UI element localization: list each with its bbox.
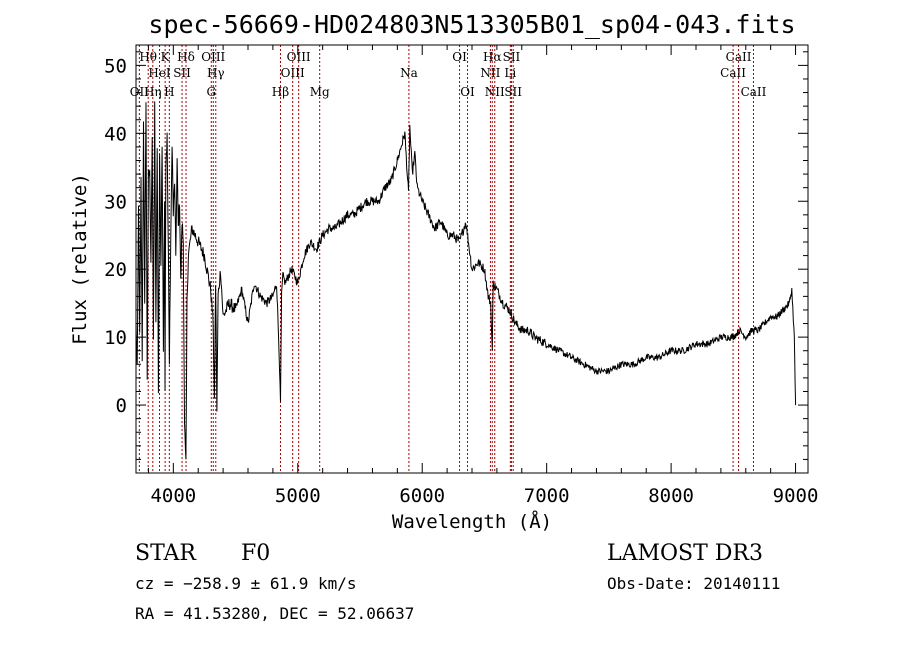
- survey-name: LAMOST DR3: [607, 541, 763, 566]
- x-tick-label: 5000: [275, 485, 321, 507]
- line-marker-label: CaII: [741, 85, 767, 99]
- plot-frame: [135, 44, 809, 474]
- obs-date: Obs-Date: 20140111: [607, 574, 780, 593]
- redshift-text: cz = −258.9 ± 61.9 km/s: [135, 574, 357, 593]
- line-marker-label: Hδ: [177, 50, 195, 64]
- line-marker-labels: OII Hθ Hη HeI K H SII Hδ G OIII Hγ Hβ OIII OIII Mg Na OI…: [130, 50, 767, 99]
- x-axis-ticks: 4000 5000 6000 7000 8000 9000: [147, 45, 819, 507]
- line-marker-label: NII: [480, 66, 500, 80]
- line-marker-label: OI: [452, 50, 467, 64]
- y-tick-label: 50: [104, 55, 127, 77]
- line-marker-label: CaII: [720, 66, 746, 80]
- line-marker-label: Hβ: [272, 85, 289, 99]
- line-marker-label: Mg: [310, 85, 330, 99]
- x-tick-label: 6000: [399, 485, 445, 507]
- line-marker-label: Hγ: [207, 66, 225, 80]
- line-marker-label: SII: [173, 66, 191, 80]
- x-axis-label: Wavelength (Å): [392, 510, 552, 533]
- spectrum-line: [135, 101, 797, 460]
- line-marker-label: OIII: [287, 50, 311, 64]
- line-marker-label: Hα: [483, 50, 502, 64]
- coordinates: RA = 41.53280, DEC = 52.06637: [135, 604, 414, 623]
- object-class: STAR: [135, 541, 197, 566]
- line-marker-label: Na: [400, 66, 418, 80]
- x-tick-label: 4000: [150, 485, 196, 507]
- y-tick-label: 0: [116, 395, 127, 417]
- x-tick-label: 9000: [773, 485, 819, 507]
- y-axis-ticks: 0 10 20 30 40 50: [104, 51, 808, 460]
- line-marker-label: OIII: [201, 50, 225, 64]
- line-marker-label: Li: [504, 66, 516, 80]
- object-subclass: F0: [241, 541, 270, 566]
- x-tick-label: 7000: [524, 485, 570, 507]
- line-marker-label: Hθ: [139, 50, 157, 64]
- x-tick-label: 8000: [648, 485, 694, 507]
- y-tick-label: 20: [104, 259, 127, 281]
- line-marker-label: OII: [130, 85, 150, 99]
- line-marker-label: OI: [460, 85, 475, 99]
- line-marker-label: HeI: [148, 66, 171, 80]
- line-marker-label: K: [161, 50, 171, 64]
- line-marker-label: SII: [504, 85, 522, 99]
- line-marker-label: OIII: [281, 66, 305, 80]
- y-axis-label: Flux (relative): [69, 173, 91, 345]
- line-marker-label: NII: [485, 85, 505, 99]
- y-tick-label: 40: [104, 123, 127, 145]
- line-marker-label: SII: [503, 50, 521, 64]
- line-marker-label: H: [164, 85, 174, 99]
- spectrum-series: [135, 101, 797, 460]
- y-tick-label: 30: [104, 191, 127, 213]
- line-marker-label: Hη: [144, 85, 162, 99]
- line-marker-label: G: [206, 85, 216, 99]
- line-marker-label: CaII: [726, 50, 752, 64]
- line-markers: [138, 45, 754, 473]
- chart-title: spec-56669-HD024803N513305B01_sp04-043.f…: [148, 10, 795, 39]
- y-tick-label: 10: [104, 327, 127, 349]
